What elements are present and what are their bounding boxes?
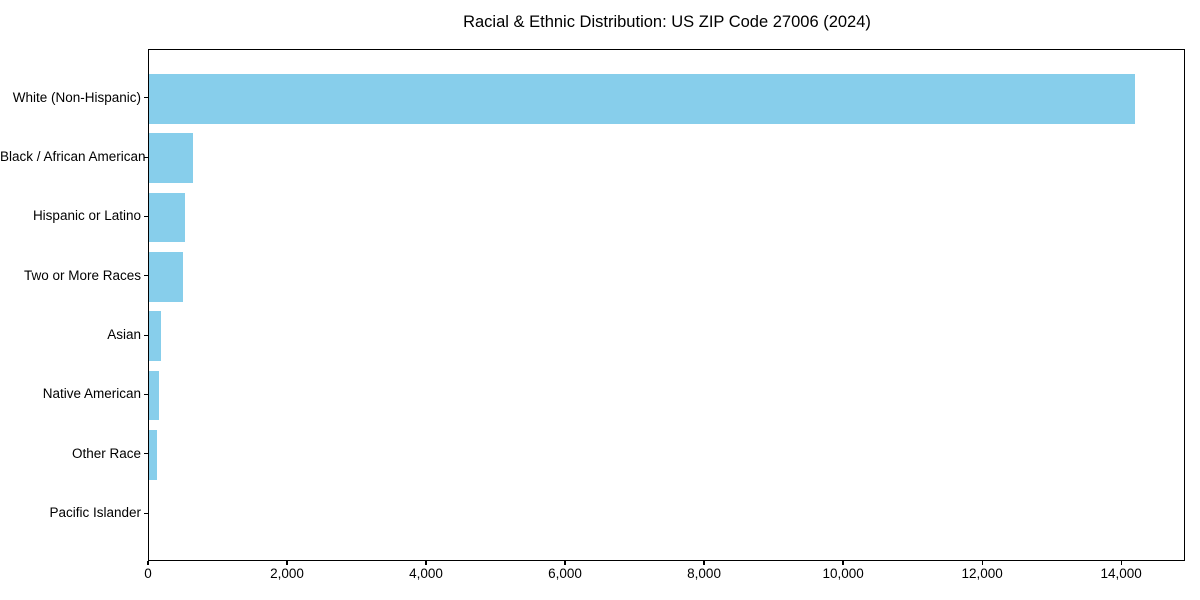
x-axis-tick — [842, 561, 844, 565]
y-axis-category-label: Pacific Islander — [49, 505, 141, 521]
y-axis-category-label: Other Race — [71, 445, 141, 461]
bar-two-or-more-races — [149, 252, 184, 302]
bar-native-american — [149, 370, 160, 421]
y-axis-tick — [144, 393, 148, 396]
y-axis-category-label: Two or More Races — [23, 267, 141, 283]
x-axis-tick — [564, 561, 566, 565]
y-axis-tick — [144, 334, 148, 336]
x-axis-tick — [286, 561, 288, 565]
bar-black-african-american — [149, 133, 194, 183]
bar-other-race — [149, 430, 157, 480]
y-axis-category-label: Asian — [107, 327, 141, 343]
y-axis-category-label: White (Non-Hispanic) — [12, 89, 141, 105]
plot-area — [148, 49, 1185, 561]
chart-title: Racial & Ethnic Distribution: US ZIP Cod… — [463, 13, 871, 31]
bar-asian — [149, 311, 162, 361]
x-axis-tick-label: 8,000 — [687, 566, 721, 581]
x-axis-tick — [147, 561, 149, 565]
x-axis-tick-label: 14,000 — [1100, 566, 1142, 581]
bar-hispanic-or-latino — [149, 192, 186, 243]
x-axis-tick — [703, 561, 705, 565]
x-axis-tick-label: 6,000 — [548, 566, 582, 581]
bar-white-non-hispanic — [149, 74, 1136, 124]
y-axis-category-label: Black / African American — [0, 149, 146, 165]
y-axis-category-label: Native American — [42, 386, 141, 402]
x-axis-tick-label: 12,000 — [961, 566, 1003, 581]
x-axis-tick — [425, 561, 427, 565]
y-axis-tick — [144, 453, 148, 455]
y-axis-tick — [144, 97, 148, 99]
x-axis-tick-label: 4,000 — [409, 566, 443, 581]
y-axis-tick — [144, 512, 148, 514]
x-axis-tick — [1120, 561, 1122, 565]
x-axis-tick-label: 0 — [144, 566, 152, 581]
y-axis-tick — [144, 156, 148, 158]
y-axis-tick — [144, 215, 148, 218]
x-axis-tick-label: 2,000 — [270, 566, 304, 581]
y-axis-category-label: Hispanic or Latino — [32, 208, 141, 224]
x-axis-tick-label: 10,000 — [822, 566, 864, 581]
y-axis-tick — [144, 275, 148, 277]
x-axis-tick — [981, 561, 983, 565]
